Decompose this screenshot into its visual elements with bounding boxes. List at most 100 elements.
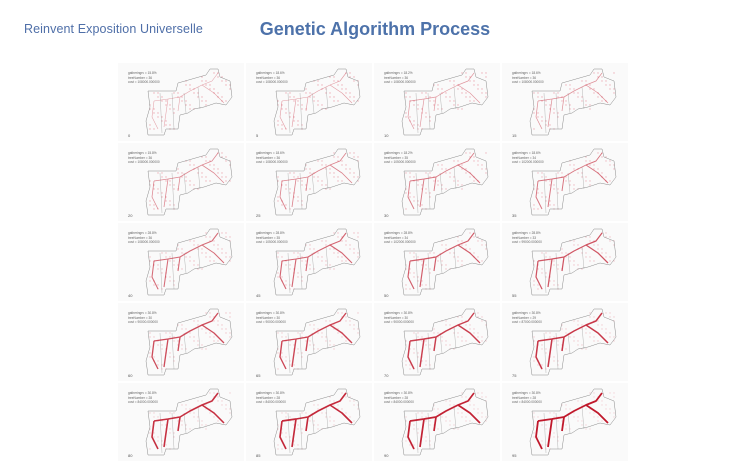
- optimized-route: [407, 392, 481, 450]
- optimized-route: [279, 392, 353, 450]
- optimized-route: [279, 72, 353, 130]
- brand-name: Reinvent Exposition Universelle: [24, 22, 203, 36]
- candidate-points: [149, 72, 231, 130]
- fitness-stat: gatheringrv = 28.8%: [384, 231, 413, 235]
- candidate-points: [533, 312, 615, 370]
- cost-stat: cost = 102000.000000: [512, 160, 544, 164]
- site-plan-map: [529, 308, 617, 376]
- optimized-route: [535, 312, 609, 370]
- fitness-stat: gatheringrv = 30.8%: [256, 391, 285, 395]
- optimized-route: [535, 392, 609, 450]
- fitness-stat: gatheringrv = 18.2%: [384, 71, 413, 75]
- optimized-route: [535, 232, 609, 290]
- site-outline: [273, 228, 361, 296]
- cost-stat: cost = 108000.000000: [128, 160, 160, 164]
- cost-stat: cost = 108000.000000: [128, 240, 160, 244]
- cost-stat: cost = 84000.000000: [128, 400, 158, 404]
- generation-panel: gatheringrv = 28.8% treeNumber = 36 cost =…: [118, 223, 244, 301]
- site-outline: [145, 228, 233, 296]
- site-outline: [145, 388, 233, 456]
- generation-number: 40: [128, 293, 133, 298]
- generation-panel: gatheringrv = 28.8% treeNumber = 35 cost =…: [246, 223, 372, 301]
- tree-count-stat: treeNumber = 36: [128, 235, 153, 240]
- generation-number: 55: [512, 293, 517, 298]
- cost-stat: cost = 108000.000000: [512, 80, 544, 84]
- fitness-stat: gatheringrv = 18.2%: [384, 151, 413, 155]
- generation-number: 95: [512, 453, 517, 458]
- generation-panel: gatheringrv = 28.8% treeNumber = 34 cost =…: [374, 223, 500, 301]
- generation-number: 0: [128, 133, 131, 138]
- site-outline: [145, 148, 233, 216]
- generation-panel: gatheringrv = 30.8% treeNumber = 30 cost =…: [374, 303, 500, 381]
- site-plan-map: [401, 148, 489, 216]
- site-outline: [529, 308, 617, 376]
- tree-count-stat: treeNumber = 28: [512, 395, 537, 400]
- generation-grid: gatheringrv = 15.8% treeNumber = 36 cost =…: [118, 63, 630, 461]
- optimized-route: [151, 72, 225, 130]
- optimized-route: [407, 72, 481, 130]
- candidate-points: [149, 312, 231, 370]
- fitness-stat: gatheringrv = 30.8%: [384, 391, 413, 395]
- cost-stat: cost = 108000.000000: [128, 80, 160, 84]
- site-outline: [401, 68, 489, 136]
- tree-count-stat: treeNumber = 30: [384, 315, 409, 320]
- optimized-route: [279, 312, 353, 370]
- site-outline: [529, 148, 617, 216]
- generation-number: 80: [128, 453, 133, 458]
- cost-stat: cost = 84000.000000: [512, 400, 542, 404]
- site-plan-map: [401, 228, 489, 296]
- cost-stat: cost = 90000.000000: [256, 320, 286, 324]
- generation-number: 30: [384, 213, 389, 218]
- page-title: Genetic Algorithm Process: [259, 19, 491, 39]
- site-plan-map: [273, 68, 361, 136]
- tree-count-stat: treeNumber = 33: [512, 235, 537, 240]
- site-plan-map: [529, 148, 617, 216]
- candidate-points: [149, 232, 231, 290]
- site-outline: [529, 388, 617, 456]
- optimized-route: [535, 152, 609, 210]
- optimized-route: [279, 152, 353, 210]
- tree-count-stat: treeNumber = 36: [256, 155, 281, 160]
- generation-panel: gatheringrv = 15.8% treeNumber = 36 cost =…: [118, 63, 244, 141]
- fitness-stat: gatheringrv = 18.6%: [256, 151, 285, 155]
- tree-count-stat: treeNumber = 34: [512, 155, 537, 160]
- generation-number: 15: [512, 133, 517, 138]
- generation-number: 20: [128, 213, 133, 218]
- generation-panel: gatheringrv = 18.2% treeNumber = 36 cost =…: [374, 63, 500, 141]
- generation-panel: gatheringrv = 30.8% treeNumber = 30 cost =…: [118, 303, 244, 381]
- tree-count-stat: treeNumber = 30: [128, 315, 153, 320]
- site-plan-map: [401, 68, 489, 136]
- tree-count-stat: treeNumber = 29: [512, 315, 537, 320]
- fitness-stat: gatheringrv = 28.8%: [512, 231, 541, 235]
- site-plan-map: [401, 308, 489, 376]
- site-outline: [273, 148, 361, 216]
- site-outline: [145, 68, 233, 136]
- cost-stat: cost = 90000.000000: [384, 320, 414, 324]
- cost-stat: cost = 90000.000000: [128, 320, 158, 324]
- optimized-route: [535, 72, 609, 130]
- cost-stat: cost = 84000.000000: [256, 400, 286, 404]
- optimized-route: [407, 312, 481, 370]
- generation-number: 60: [128, 373, 133, 378]
- generation-panel: gatheringrv = 18.2% treeNumber = 35 cost =…: [374, 143, 500, 221]
- site-plan-map: [401, 388, 489, 456]
- candidate-points: [277, 152, 359, 210]
- generation-number: 5: [256, 133, 259, 138]
- optimized-route: [407, 152, 481, 210]
- generation-panel: gatheringrv = 18.6% treeNumber = 36 cost =…: [246, 63, 372, 141]
- cost-stat: cost = 108000.000000: [384, 80, 416, 84]
- fitness-stat: gatheringrv = 30.8%: [128, 391, 157, 395]
- fitness-stat: gatheringrv = 18.6%: [512, 151, 541, 155]
- candidate-points: [533, 72, 615, 130]
- fitness-stat: gatheringrv = 18.6%: [256, 71, 285, 75]
- optimized-route: [151, 392, 225, 450]
- generation-number: 50: [384, 293, 389, 298]
- candidate-points: [405, 152, 487, 210]
- tree-count-stat: treeNumber = 36: [128, 75, 153, 80]
- candidate-points: [277, 72, 359, 130]
- site-plan-map: [145, 68, 233, 136]
- site-plan-map: [529, 388, 617, 456]
- fitness-stat: gatheringrv = 18.6%: [512, 71, 541, 75]
- generation-panel: gatheringrv = 15.8% treeNumber = 36 cost =…: [118, 143, 244, 221]
- site-plan-map: [273, 228, 361, 296]
